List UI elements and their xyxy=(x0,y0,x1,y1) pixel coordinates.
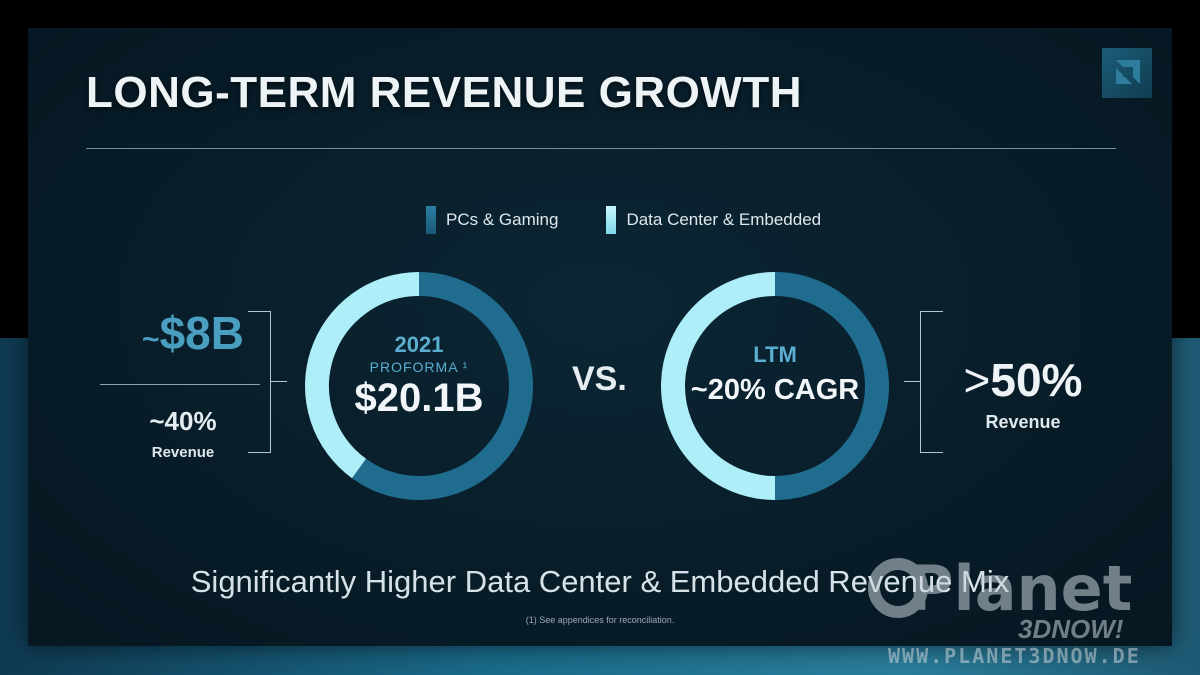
donut-2021-value: $20.1B xyxy=(354,376,484,420)
donut-slice-data-center-embedded xyxy=(305,272,420,479)
right-value: 50% xyxy=(990,354,1083,406)
legend-label-dc: Data Center & Embedded xyxy=(626,210,822,229)
legend-item-dc: Data Center & Embedded xyxy=(606,206,821,234)
watermark-brand: 3DNOW! xyxy=(1018,614,1124,644)
left-divider xyxy=(100,384,260,385)
left-pct: ~40% xyxy=(149,406,217,436)
donut-slice-data-center-embedded xyxy=(661,272,776,500)
watermark-url: WWW.PLANET3DNOW.DE xyxy=(888,644,1141,668)
watermark-planet: Planet xyxy=(908,552,1133,625)
chart-legend: PCs & Gaming Data Center & Embedded xyxy=(426,206,821,234)
right-bracket-tick xyxy=(904,381,920,382)
donut-chart-2021: 2021 PROFORMA ¹ $20.1B xyxy=(303,270,535,502)
left-stat: ~$8B xyxy=(98,306,288,360)
donut-ltm-center: LTM ~20% CAGR xyxy=(659,270,891,502)
amd-logo-icon xyxy=(1102,48,1152,98)
legend-swatch-dc xyxy=(606,206,617,234)
donut-ltm-value: ~20% CAGR xyxy=(690,374,860,406)
donut-2021-svg xyxy=(305,272,533,500)
right-pct-label: Revenue xyxy=(985,412,1061,432)
left-value: $8B xyxy=(159,307,244,359)
right-gt: > xyxy=(963,354,991,406)
watermark: Planet 3DNOW! WWW.PLANET3DNOW.DE xyxy=(868,552,1198,672)
left-dc-revenue-value: ~$8B xyxy=(98,306,288,360)
footnote: (1) See appendices for reconciliation. xyxy=(525,615,675,625)
legend-item-pc: PCs & Gaming xyxy=(426,206,558,234)
donut-ltm-svg xyxy=(661,272,889,500)
vs-label: VS. xyxy=(572,360,627,398)
page-title: LONG-TERM REVENUE GROWTH xyxy=(86,68,802,117)
donut-2021-year: 2021 xyxy=(394,332,444,357)
right-dc-revenue-value: >50% xyxy=(948,353,1098,407)
donut-slice-pc-gaming xyxy=(352,272,533,500)
legend-label-pc: PCs & Gaming xyxy=(446,210,559,229)
donut-ltm-label: LTM xyxy=(753,342,797,367)
left-bracket xyxy=(248,311,271,453)
slide: LONG-TERM REVENUE GROWTH PCs & Gaming Da… xyxy=(28,28,1172,646)
right-bracket xyxy=(920,311,943,453)
donut-2021-center: 2021 PROFORMA ¹ $20.1B xyxy=(303,270,535,502)
donut-slice-pc-gaming xyxy=(774,272,889,500)
title-divider xyxy=(86,148,1116,149)
donut-chart-ltm: LTM ~20% CAGR xyxy=(659,270,891,502)
legend-swatch-pc xyxy=(426,206,436,234)
left-pct-label: Revenue xyxy=(151,444,215,461)
donut-2021-label: PROFORMA ¹ xyxy=(369,359,469,375)
left-bracket-tick xyxy=(271,381,287,382)
left-tilde: ~ xyxy=(142,323,160,356)
